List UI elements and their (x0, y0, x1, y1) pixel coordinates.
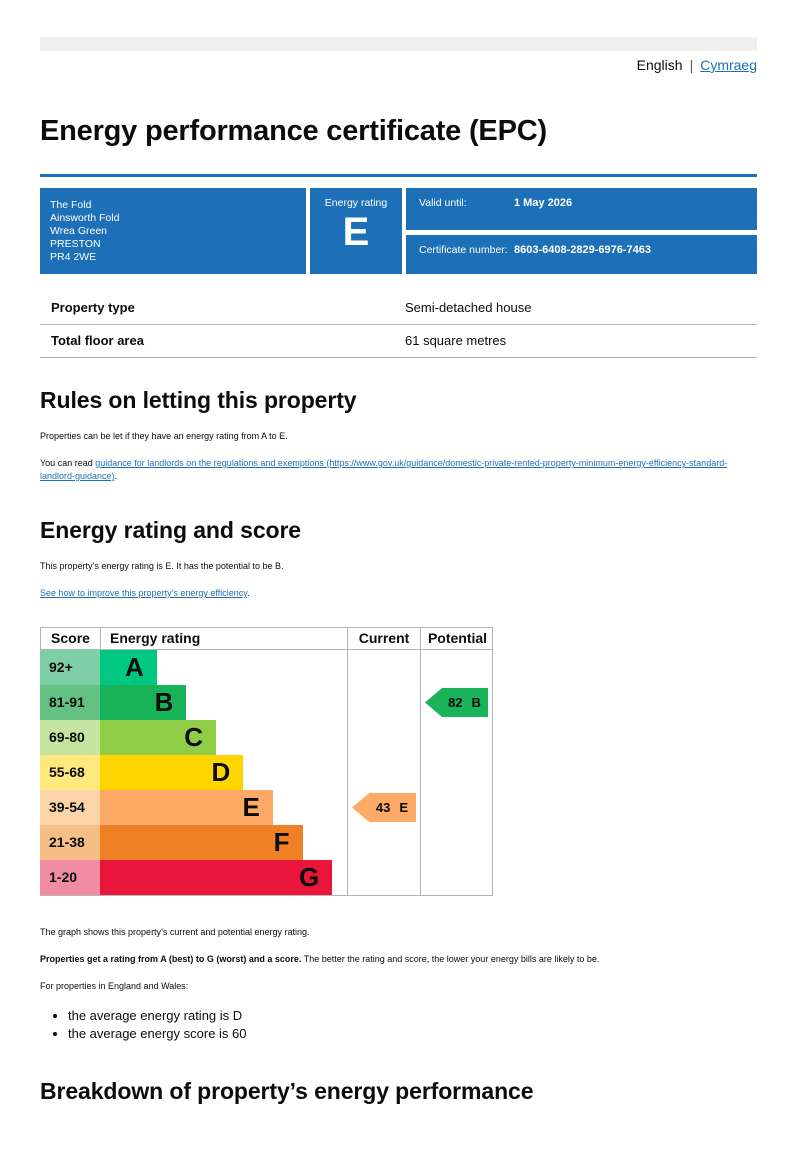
chart-col-score: Score (41, 628, 101, 649)
band-bar: F (100, 825, 303, 860)
title-divider-rule (40, 174, 757, 177)
chart-bands: 92+ A 81-91 B 82 B 69-80 C (40, 650, 493, 896)
property-type-label: Property type (51, 300, 135, 315)
band-row-a: 92+ A (40, 650, 493, 685)
band-row-c: 69-80 C (40, 720, 493, 755)
averages-intro: For properties in England and Wales: (40, 981, 189, 991)
epc-page: English | Cymraeg Energy performance certi… (0, 37, 800, 1104)
floor-area-label: Total floor area (51, 333, 144, 348)
energy-rating-panel: Energy rating E (310, 188, 402, 274)
rating-explainer: Properties get a rating from A (best) to… (40, 953, 757, 966)
chart-col-energy-rating: Energy rating (101, 628, 348, 649)
address-line: Wrea Green (50, 225, 107, 237)
improve-link-suffix: . (247, 588, 250, 598)
top-divider-bar (40, 37, 757, 51)
landlord-guidance-paragraph: You can read guidance for landlords on t… (40, 457, 757, 483)
table-row: Property type Semi-detached house (40, 292, 757, 325)
certificate-number-row: Certificate number: 8603-6408-2829-6976-… (406, 235, 757, 274)
rating-explainer-bold: Properties get a rating from A (best) to… (40, 954, 302, 964)
chart-header-row: Score Energy rating Current Potential (40, 627, 493, 650)
energy-rating-value: E (342, 210, 370, 254)
current-score: 43 (375, 800, 391, 815)
score-section-heading: Energy rating and score (40, 517, 301, 543)
page-title: Energy performance certificate (EPC) (40, 115, 547, 147)
potential-band: B (471, 695, 481, 710)
landlord-guidance-link[interactable]: guidance for landlords on the regulation… (40, 458, 728, 481)
guidance-link-prefix: You can read (40, 458, 96, 468)
list-item: the average energy rating is D (68, 1007, 757, 1024)
band-row-b: 81-91 B 82 B (40, 685, 493, 720)
certificate-number-label: Certificate number: (419, 244, 508, 256)
band-row-d: 55-68 D (40, 755, 493, 790)
band-score-cell: 1-20 (40, 860, 100, 895)
language-current-english: English (636, 57, 683, 73)
property-address: The Fold Ainsworth Fold Wrea Green PREST… (40, 188, 306, 274)
band-score-cell: 69-80 (40, 720, 100, 755)
language-switcher: English | Cymraeg (40, 56, 757, 74)
band-score-cell: 39-54 (40, 790, 100, 825)
band-bar: D (100, 755, 244, 790)
energy-rating-chart: Score Energy rating Current Potential 92… (40, 627, 493, 896)
breakdown-section-heading: Breakdown of property’s energy performan… (40, 1078, 534, 1104)
band-row-g: 1-20 G (40, 860, 493, 895)
guidance-link-suffix: . (114, 471, 118, 481)
current-rating-arrow: 43 E (352, 793, 416, 822)
address-line: Ainsworth Fold (50, 212, 120, 224)
rating-explainer-rest: The better the rating and score, the low… (301, 954, 600, 964)
rules-paragraph: Properties can be let if they have an en… (40, 431, 288, 441)
averages-list: the average energy rating is D the avera… (68, 1007, 757, 1042)
band-row-f: 21-38 F (40, 825, 493, 860)
band-bar: G (100, 860, 333, 895)
band-bar: B (100, 685, 187, 720)
band-score-cell: 21-38 (40, 825, 100, 860)
floor-area-value: 61 square metres (405, 333, 507, 348)
table-row: Total floor area 61 square metres (40, 325, 757, 358)
band-bar: E (100, 790, 273, 825)
rating-summary-paragraph: This property’s energy rating is E. It h… (40, 561, 284, 571)
band-bar: A (100, 650, 157, 685)
language-separator: | (689, 57, 694, 73)
address-line: PR4 2WE (50, 251, 97, 263)
band-bar: C (100, 720, 217, 755)
address-line: The Fold (50, 199, 92, 211)
language-link-cymraeg[interactable]: Cymraeg (700, 57, 757, 73)
valid-until-value: 1 May 2026 (514, 197, 573, 209)
energy-rating-label: Energy rating (324, 197, 388, 209)
potential-score: 82 (448, 695, 463, 710)
current-band: E (399, 800, 409, 815)
certificate-summary-box: The Fold Ainsworth Fold Wrea Green PREST… (40, 188, 757, 274)
potential-rating-arrow: 82 B (425, 688, 488, 717)
band-score-cell: 55-68 (40, 755, 100, 790)
band-score-cell: 81-91 (40, 685, 100, 720)
improve-efficiency-link[interactable]: See how to improve this property’s energ… (40, 588, 248, 598)
chart-col-current: Current (348, 628, 421, 649)
valid-until-label: Valid until: (419, 197, 467, 209)
improve-paragraph: See how to improve this property’s energ… (40, 587, 757, 600)
band-row-e: 39-54 E 43 E (40, 790, 493, 825)
rules-section-heading: Rules on letting this property (40, 387, 357, 413)
valid-until-row: Valid until: 1 May 2026 (406, 188, 757, 230)
list-item: the average energy score is 60 (68, 1025, 757, 1042)
property-summary-table: Property type Semi-detached house Total … (40, 292, 757, 358)
certificate-details: Valid until: 1 May 2026 Certificate numb… (406, 188, 757, 274)
chart-col-potential: Potential (427, 630, 488, 646)
chart-caption: The graph shows this property’s current … (40, 927, 310, 937)
address-line: PRESTON (50, 238, 101, 250)
property-type-value: Semi-detached house (405, 300, 532, 315)
band-score-cell: 92+ (40, 650, 100, 685)
certificate-number-value: 8603-6408-2829-6976-7463 (514, 244, 652, 256)
